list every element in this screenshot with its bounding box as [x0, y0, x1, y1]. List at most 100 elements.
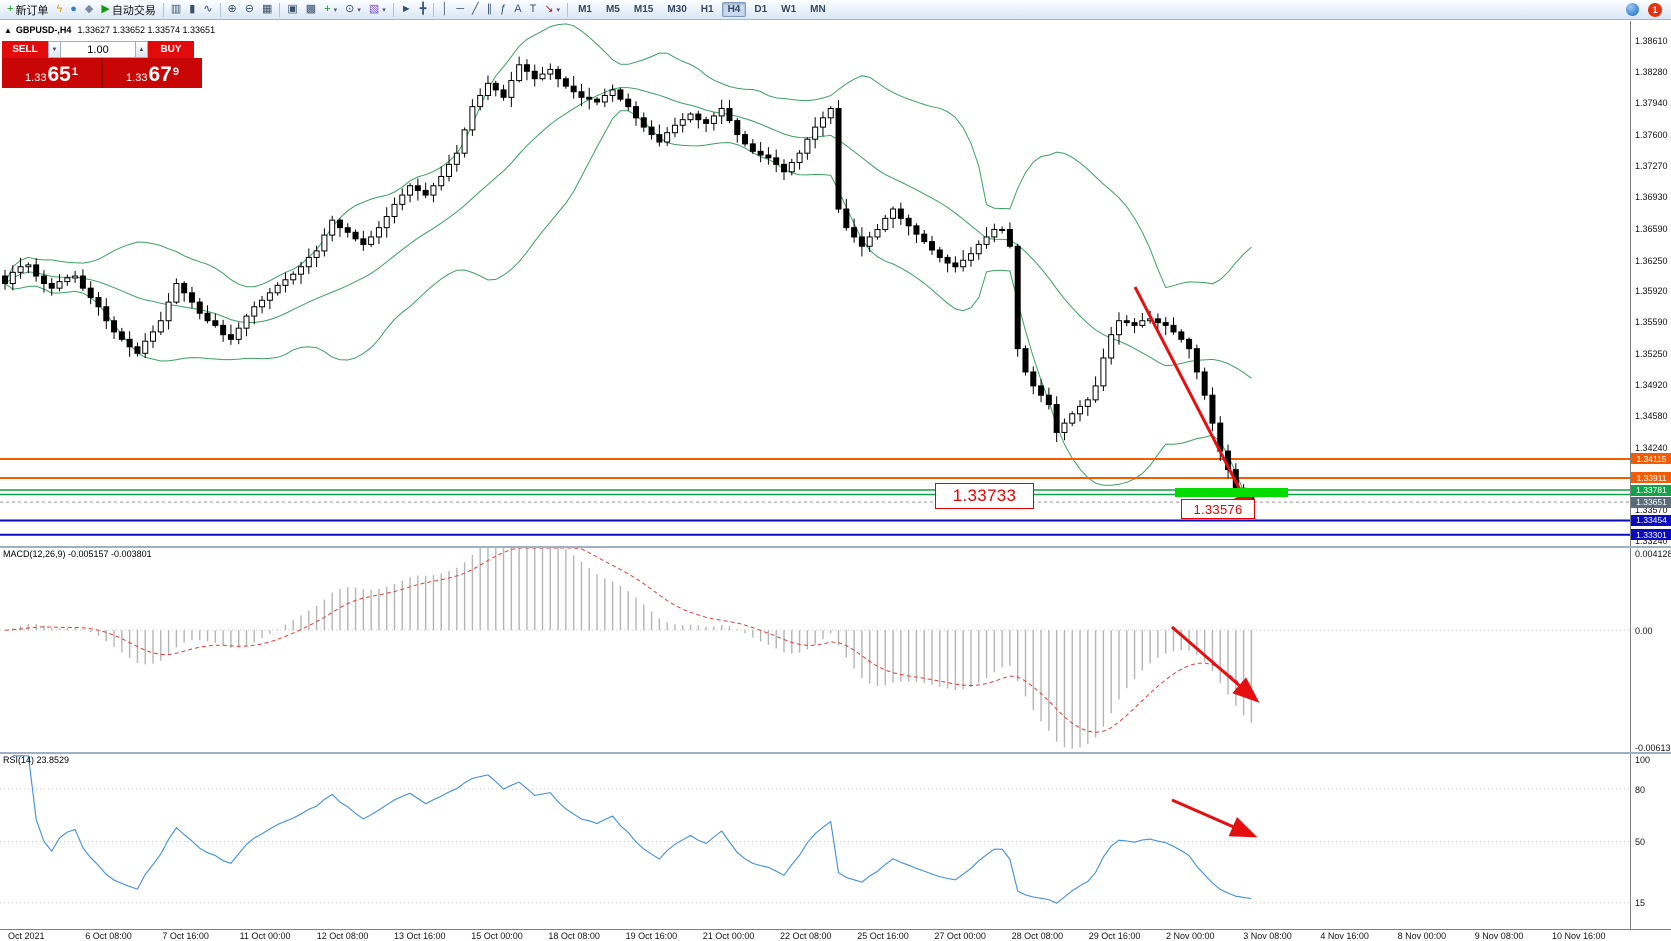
time-label: Oct 2021 — [8, 931, 45, 941]
navigator-icon: ◆ — [84, 3, 94, 15]
autotrading-button[interactable]: ▶ 自动交易 — [97, 0, 159, 20]
buy-price-button[interactable]: 1.33 67 9 — [103, 58, 202, 88]
cursor-button[interactable]: ► — [397, 0, 416, 20]
price-divider — [101, 58, 103, 88]
time-axis[interactable]: Oct 2021 6 Oct 08:00 7 Oct 16:00 11 Oct 00:… — [0, 930, 1671, 941]
line-chart-icon: ∿ — [203, 3, 213, 15]
price-tag: 1.33651 — [1631, 496, 1671, 508]
price-annotation-box: 1.33733 — [935, 483, 1034, 509]
timeframe-m30-button[interactable]: M30 — [667, 4, 687, 15]
toolbar-separator — [219, 2, 221, 17]
navigator-button[interactable]: ◆ — [81, 0, 97, 20]
candlestick-chart-icon: ▮ — [189, 3, 196, 15]
trendline-button[interactable]: ╱ — [468, 0, 483, 20]
line-chart-button[interactable]: ∿ — [199, 0, 216, 20]
timeframe-m5-button[interactable]: M5 — [605, 4, 620, 15]
horizontal-line-icon: ─ — [456, 3, 464, 15]
timeframe-d1-button[interactable]: D1 — [754, 4, 768, 15]
macd-chart[interactable] — [0, 548, 1630, 752]
notifications-badge[interactable]: 1 — [1648, 2, 1662, 17]
axis-label: 1.33240 — [1635, 535, 1668, 546]
quick-search-button[interactable] — [1622, 0, 1643, 20]
axis-label: 1.33570 — [1635, 505, 1668, 516]
sell-button[interactable]: SELL — [2, 41, 48, 58]
chart-window[interactable]: 1.33733 1.33576 ▲ GBPUSD-,H4 1.33627 1.336… — [0, 21, 1671, 941]
rsi-chart[interactable] — [0, 754, 1630, 929]
macd-panel[interactable]: MACD(12,26,9) -0.005157 -0.003801 — [0, 548, 1630, 752]
grid-button[interactable]: ▦ — [258, 0, 276, 20]
timeframe-w1-button[interactable]: W1 — [781, 4, 797, 15]
volume-input[interactable] — [61, 41, 135, 58]
axis-label: 1.34580 — [1635, 411, 1668, 422]
panel-separator[interactable] — [0, 752, 1671, 754]
channel-icon: ∥ — [486, 3, 493, 15]
vertical-line-button[interactable]: │ — [437, 0, 452, 20]
templates-button[interactable]: ▧ ▾ — [365, 0, 390, 20]
new-order-button[interactable]: + 新订单 — [3, 0, 52, 20]
tile-windows-icon: ▣ — [287, 3, 298, 15]
tile-windows-button[interactable]: ▣ — [283, 0, 301, 20]
horizontal-line-button[interactable]: ─ — [452, 0, 468, 20]
grid-icon: ▦ — [261, 3, 273, 15]
time-label: 18 Oct 08:00 — [548, 931, 600, 941]
crosshair-button[interactable]: ╋ — [416, 0, 431, 20]
timeframe-m1-button[interactable]: M1 — [578, 4, 592, 15]
periods-button[interactable]: ⊙ ▾ — [341, 0, 365, 20]
bar-chart-button[interactable]: ▥ — [167, 0, 185, 20]
timeframe-h1-button[interactable]: H1 — [700, 4, 714, 15]
candlestick-chart-button[interactable]: ▮ — [185, 0, 199, 20]
time-label: 19 Oct 16:00 — [625, 931, 678, 941]
price-tag: 1.33301 — [1631, 529, 1671, 541]
timeframe-h4-button[interactable]: H4 — [721, 2, 747, 17]
vertical-line-icon: │ — [441, 3, 449, 15]
axis-label: 1.37270 — [1635, 160, 1668, 171]
cascade-windows-button[interactable]: ▩ — [302, 0, 320, 20]
indicators-button[interactable]: + ▾ — [320, 0, 341, 20]
channel-button[interactable]: ∥ — [483, 0, 497, 20]
volume-increase-button[interactable]: ▲ — [135, 41, 148, 58]
axis-label: 1.34240 — [1635, 442, 1668, 453]
time-label: 25 Oct 16:00 — [857, 931, 909, 941]
axis-label: 15 — [1635, 898, 1646, 909]
favorites-icon[interactable]: ϟ — [52, 0, 66, 20]
axis-label: 80 — [1635, 784, 1646, 795]
timeframe-mn-button[interactable]: MN — [810, 4, 826, 15]
support-highlight — [1175, 488, 1288, 497]
templates-icon: ▧ — [368, 3, 380, 15]
symbol-label: GBPUSD-,H4 — [15, 25, 72, 35]
price-annotation-box: 1.33576 — [1181, 499, 1255, 519]
price-tag: 1.33781 — [1631, 484, 1671, 496]
fibonacci-button[interactable]: ƒ — [496, 0, 510, 20]
zoom-in-button[interactable]: ⊕ — [224, 0, 241, 20]
volume-decrease-button[interactable]: ▼ — [48, 41, 61, 58]
label-button[interactable]: T — [526, 0, 541, 20]
new-order-button-label: 新订单 — [15, 4, 49, 17]
axis-label: 1.36590 — [1635, 224, 1668, 235]
time-label: 27 Oct 00:00 — [934, 931, 986, 941]
macd-label: MACD(12,26,9) -0.005157 -0.003801 — [3, 549, 152, 559]
chevron-down-icon: ▾ — [382, 6, 386, 14]
chart-symbol-header: ▲ GBPUSD-,H4 1.33627 1.33652 1.33574 1.336… — [4, 25, 215, 35]
timeframe-m15-button[interactable]: M15 — [633, 4, 654, 15]
buy-button[interactable]: BUY — [148, 41, 194, 58]
candlestick-chart[interactable] — [0, 21, 1630, 546]
ohlc-label: 1.33627 1.33652 1.33574 1.33651 — [77, 25, 216, 35]
sell-price-button[interactable]: 1.33 65 1 — [2, 58, 101, 88]
text-button[interactable]: A — [510, 0, 525, 20]
time-label: 2 Nov 00:00 — [1166, 931, 1215, 941]
oneclick-collapse-icon[interactable]: ▲ — [4, 26, 12, 35]
price-tag: 1.34115 — [1631, 453, 1671, 465]
price-chart-panel[interactable]: 1.33733 1.33576 ▲ GBPUSD-,H4 1.33627 1.336… — [0, 21, 1630, 546]
time-label: 29 Oct 16:00 — [1088, 931, 1141, 941]
market-watch-button[interactable]: ● — [66, 0, 81, 20]
indicators-icon: + — [324, 3, 331, 15]
price-axis[interactable]: 1.38610 1.38280 1.37940 1.37600 1.37270 1.369… — [1630, 21, 1671, 929]
panel-separator[interactable] — [0, 546, 1671, 548]
rsi-panel[interactable]: RSI(14) 23.8529 — [0, 754, 1630, 929]
axis-label: 0.004128 — [1635, 549, 1671, 559]
time-label: 11 Oct 00:00 — [239, 931, 291, 941]
arrows-button[interactable]: ↘ ▾ — [540, 0, 564, 20]
zoom-out-button[interactable]: ⊖ — [241, 0, 258, 20]
axis-label: 50 — [1635, 837, 1646, 847]
